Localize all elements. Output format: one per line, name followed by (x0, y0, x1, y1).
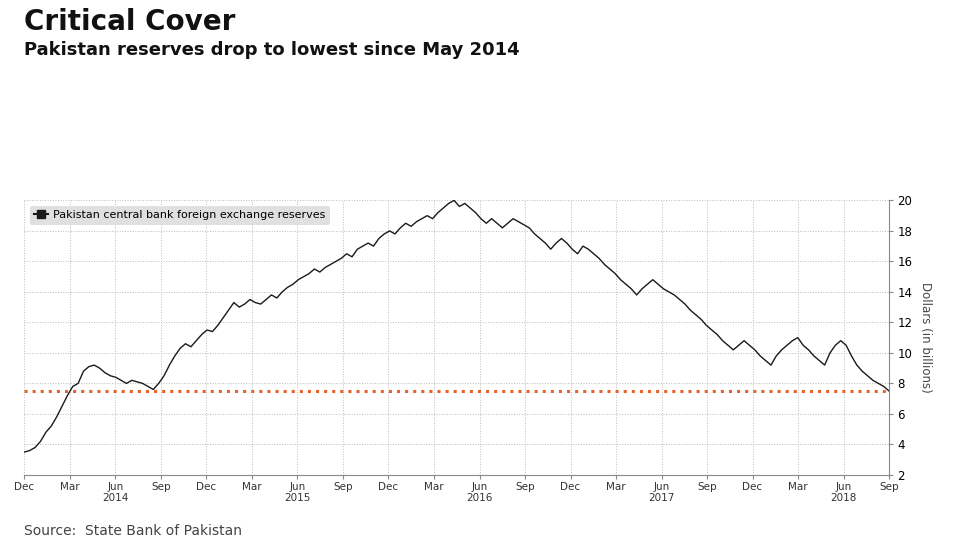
Text: Source:  State Bank of Pakistan: Source: State Bank of Pakistan (24, 524, 242, 538)
Legend: Pakistan central bank foreign exchange reserves: Pakistan central bank foreign exchange r… (30, 206, 330, 225)
Text: Pakistan reserves drop to lowest since May 2014: Pakistan reserves drop to lowest since M… (24, 41, 520, 59)
Text: Critical Cover: Critical Cover (24, 8, 235, 36)
Y-axis label: Dollars (in billions): Dollars (in billions) (918, 282, 932, 393)
